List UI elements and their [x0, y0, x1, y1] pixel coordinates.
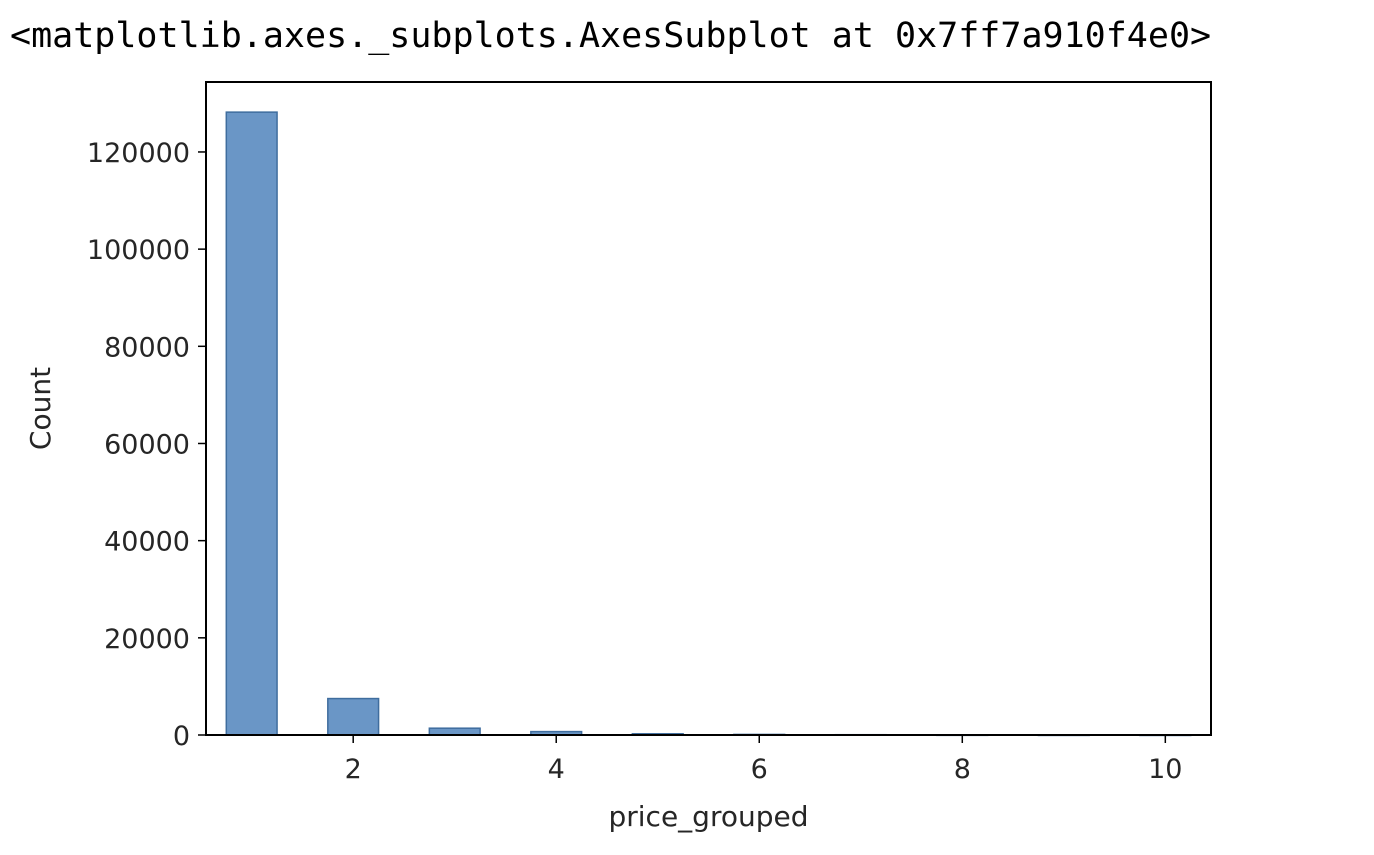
x-tick-label: 8: [954, 754, 971, 785]
cell-output-repr: <matplotlib.axes._subplots.AxesSubplot a…: [10, 16, 1212, 56]
bars-layer: [225, 111, 1192, 737]
x-axis-ticks: 2 4 6 8 10: [345, 735, 1182, 785]
bar-2: [327, 697, 380, 736]
y-axis-ticks: 0 20000 40000 60000 80000 100000 120000: [87, 138, 206, 752]
y-axis-label: Count: [24, 367, 57, 450]
x-tick-label: 2: [345, 754, 362, 785]
x-tick-label: 4: [548, 754, 565, 785]
y-tick-label: 20000: [104, 624, 190, 655]
y-tick-label: 120000: [87, 138, 190, 169]
y-tick-label: 80000: [104, 332, 190, 363]
bar-3: [428, 727, 481, 736]
x-tick-label: 10: [1148, 754, 1182, 785]
axes-frame: [205, 81, 1212, 736]
y-tick-label: 40000: [104, 527, 190, 558]
x-axis-label: price_grouped: [608, 800, 808, 833]
y-tick-label: 60000: [104, 429, 190, 460]
x-tick-label: 6: [751, 754, 768, 785]
y-tick-label: 0: [173, 721, 190, 752]
bar-1: [225, 111, 278, 736]
y-tick-label: 100000: [87, 235, 190, 266]
